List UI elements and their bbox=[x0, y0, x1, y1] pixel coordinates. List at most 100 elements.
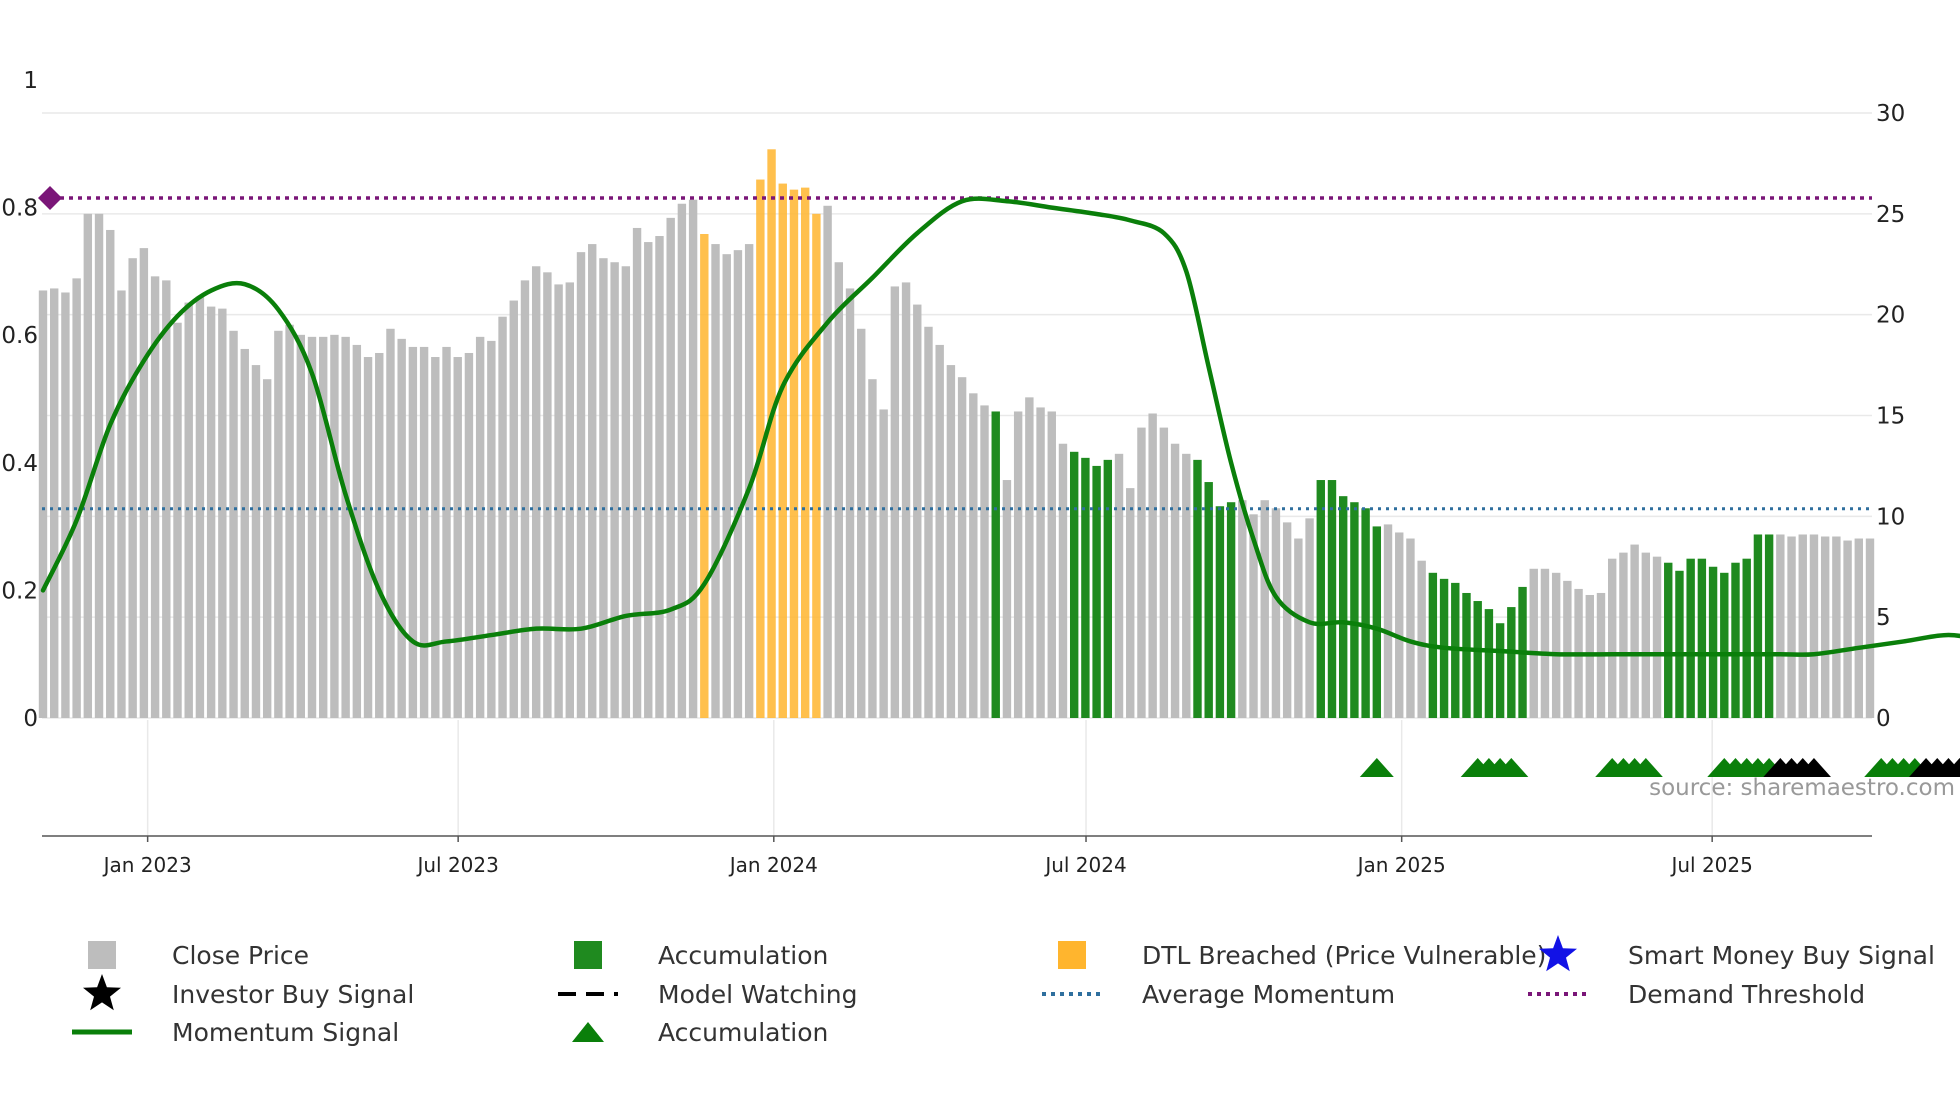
close-price-bar bbox=[1865, 538, 1875, 718]
close-price-bar bbox=[38, 290, 48, 718]
close-price-bar bbox=[195, 296, 205, 718]
legend-label: Accumulation bbox=[658, 941, 828, 970]
legend-label: Close Price bbox=[172, 941, 309, 970]
close-price-bar bbox=[1619, 552, 1628, 718]
close-price-bar bbox=[1787, 536, 1796, 718]
close-price-bar bbox=[453, 357, 462, 718]
accumulation-bar bbox=[1103, 459, 1113, 718]
close-price-bar bbox=[834, 262, 844, 718]
accumulation-bar bbox=[1215, 506, 1225, 718]
accumulation-bar bbox=[1507, 607, 1516, 718]
accumulation-bar bbox=[1686, 558, 1695, 718]
x-tick-label: Jul 2023 bbox=[415, 853, 498, 877]
legend-label: DTL Breached (Price Vulnerable) bbox=[1142, 941, 1546, 970]
close-price-bar bbox=[319, 336, 328, 718]
legend-triangle-icon bbox=[572, 1022, 604, 1042]
accumulation-bar bbox=[1720, 572, 1729, 718]
accumulation-bar bbox=[1664, 562, 1673, 718]
left-tick-label: 0 bbox=[23, 706, 38, 732]
close-price-bar bbox=[1563, 580, 1572, 718]
close-price-bar bbox=[957, 377, 967, 718]
close-price-bar bbox=[1832, 536, 1841, 718]
accumulation-bar bbox=[1092, 465, 1101, 718]
close-price-bar bbox=[711, 244, 720, 719]
close-price-bar bbox=[1776, 534, 1785, 718]
axes: 0 5 10 15 20 25 30 0 0.2 0.4 0.6 0.8 1 Jan 2023 Jul 20… bbox=[1, 68, 1905, 877]
signal-lines bbox=[38, 186, 1960, 657]
close-price-bar bbox=[845, 288, 855, 718]
close-price-bar bbox=[1036, 407, 1045, 718]
legend-label: Momentum Signal bbox=[172, 1018, 399, 1047]
accumulation-bar bbox=[1327, 480, 1337, 718]
close-price-bar bbox=[1025, 397, 1034, 718]
accumulation-bar bbox=[1753, 534, 1763, 718]
close-price-bar bbox=[72, 278, 81, 718]
close-price-bar bbox=[1406, 538, 1415, 718]
accumulation-bar bbox=[1473, 601, 1482, 718]
close-price-bar bbox=[1182, 453, 1191, 718]
close-price-bar bbox=[1630, 544, 1639, 718]
legend-label: Demand Threshold bbox=[1628, 980, 1865, 1009]
close-price-bar bbox=[442, 346, 451, 718]
dtl-breached-bar bbox=[700, 234, 709, 718]
close-price-bar bbox=[150, 276, 160, 718]
close-price-bar bbox=[744, 244, 754, 719]
close-price-bar bbox=[935, 344, 944, 718]
legend-item: Accumulation bbox=[574, 941, 828, 970]
close-price-bar bbox=[307, 336, 317, 718]
close-price-bar bbox=[565, 282, 575, 718]
close-price-bar bbox=[666, 217, 675, 718]
close-price-bar bbox=[1652, 556, 1662, 718]
accumulation-bar bbox=[1708, 566, 1718, 718]
accumulation-bar bbox=[991, 411, 1000, 718]
close-price-bar bbox=[531, 266, 541, 718]
close-price-bar bbox=[879, 409, 888, 718]
close-price-bar bbox=[408, 346, 418, 718]
close-price-bar bbox=[554, 284, 563, 718]
accumulation-bar bbox=[1361, 508, 1370, 718]
legend-square-icon bbox=[574, 941, 602, 969]
close-price-bar bbox=[1383, 524, 1393, 718]
left-tick-label: 0.2 bbox=[1, 578, 38, 604]
close-price-bar bbox=[1271, 508, 1281, 718]
momentum-signal-line bbox=[40, 196, 1960, 657]
accumulation-triangle bbox=[1628, 758, 1663, 777]
accumulation-bar bbox=[1338, 496, 1348, 718]
accumulation-bar bbox=[1069, 451, 1079, 718]
legend-label: Smart Money Buy Signal bbox=[1628, 941, 1935, 970]
left-tick-label: 0.8 bbox=[1, 196, 38, 222]
close-price-bar bbox=[117, 290, 126, 718]
right-tick-label: 0 bbox=[1876, 706, 1891, 732]
close-price-bar bbox=[419, 346, 429, 718]
close-price-bar bbox=[509, 300, 518, 718]
legend-label: Average Momentum bbox=[1142, 980, 1395, 1009]
close-price-bar bbox=[128, 258, 137, 718]
close-price-bar bbox=[375, 352, 384, 718]
legend-star-icon bbox=[1539, 935, 1577, 972]
close-price-bar bbox=[1047, 411, 1056, 718]
legend-square-icon bbox=[88, 941, 116, 969]
accumulation-bar bbox=[1316, 480, 1325, 718]
left-tick-label: 0.4 bbox=[1, 451, 38, 477]
close-price-bar bbox=[1854, 538, 1863, 718]
close-price-bar bbox=[296, 334, 305, 718]
close-price-bar bbox=[1608, 558, 1617, 718]
close-price-bar bbox=[1282, 522, 1292, 718]
close-price-bar bbox=[475, 336, 485, 718]
accumulation-bar bbox=[1226, 502, 1236, 718]
close-price-bar bbox=[599, 258, 608, 718]
dtl-breached-bar bbox=[812, 213, 821, 719]
close-price-bar bbox=[464, 352, 474, 718]
accumulation-bar bbox=[1764, 534, 1774, 718]
legend-item: Average Momentum bbox=[1042, 980, 1395, 1009]
close-price-bar bbox=[1395, 532, 1404, 718]
legend-item: Close Price bbox=[88, 941, 309, 970]
close-price-bar bbox=[397, 338, 406, 718]
right-tick-label: 15 bbox=[1876, 404, 1905, 430]
close-price-bar bbox=[1159, 427, 1169, 718]
close-price-bar bbox=[229, 330, 238, 718]
close-price-bar bbox=[1058, 443, 1068, 718]
accumulation-triangle bbox=[1494, 758, 1529, 777]
close-price-bar bbox=[274, 330, 283, 718]
accumulation-bar bbox=[1742, 558, 1751, 718]
